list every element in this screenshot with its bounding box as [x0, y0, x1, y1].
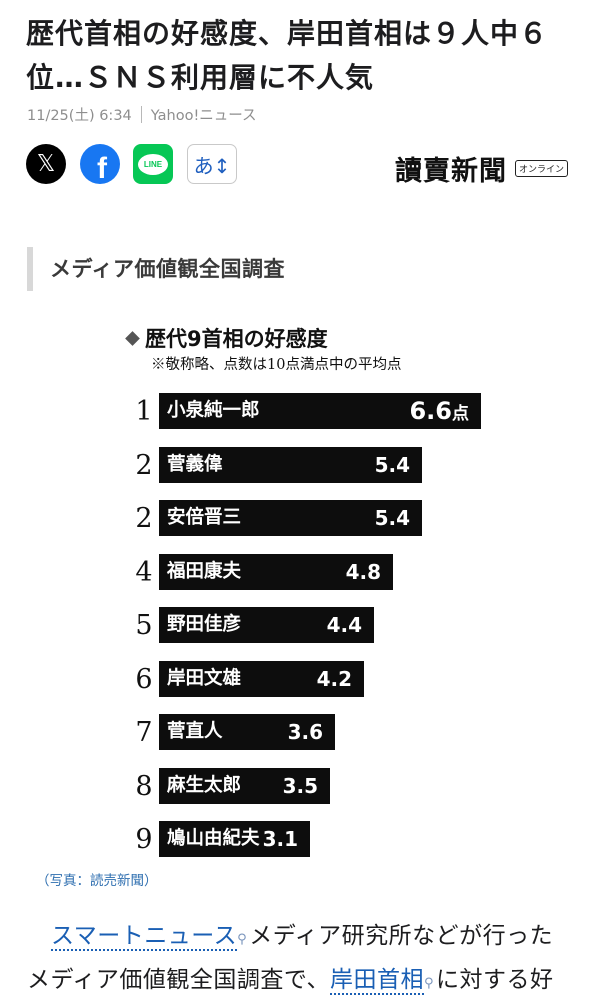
publisher-tag: オンライン [515, 160, 569, 177]
chart-bar: 菅義偉 5.4 [159, 446, 422, 483]
rank-label: 6 [135, 663, 153, 695]
bar-value: 5.4 [374, 506, 410, 530]
font-size-button[interactable]: あ↕ [187, 144, 237, 184]
bar-value: 5.4 [374, 452, 410, 477]
chart-bar: 鳩山由紀夫 3.1 [159, 821, 310, 857]
rank-label: 5 [135, 610, 153, 641]
body-text-3: に対する好 [436, 967, 554, 993]
chart-title: 歴代9首相の好感度 [125, 323, 328, 353]
facebook-share-button[interactable]: f [80, 144, 120, 184]
line-share-button[interactable]: LINE [133, 144, 173, 184]
bar-value: 4.4 [326, 613, 362, 637]
rank-label: 2 [135, 449, 153, 481]
chart-bar: 福田康夫 4.8 [159, 553, 393, 590]
chart-bar: 野田佳彦 4.4 [159, 607, 374, 643]
publisher-name: 讀賣新聞 [395, 156, 507, 187]
search-icon: ⚲ [237, 932, 248, 947]
font-size-icon: あ↕ [193, 153, 231, 178]
rank-label: 8 [135, 770, 153, 802]
body-text-2: メディア価値観全国調査で、 [27, 967, 330, 993]
x-icon: 𝕏 [36, 151, 56, 177]
chart-row: 1 小泉純一郎 6.6点 [118, 393, 487, 431]
bar-name: 菅直人 [167, 721, 223, 742]
chart-row: 6 岸田文雄 4.2 [118, 660, 487, 699]
chart-row: 8 麻生太郎 3.5 [118, 767, 487, 806]
article-title: 歴代首相の好感度、岸田首相は９人中６位…ＳＮＳ利用層に不人気 [26, 17, 549, 94]
section-heading: メディア価値観全国調査 [27, 247, 285, 291]
search-icon: ⚲ [423, 976, 435, 991]
rank-label: 2 [135, 503, 153, 534]
bar-name: 岸田文雄 [167, 667, 242, 689]
link-kishida[interactable]: 岸田首相 [329, 967, 424, 995]
chart-bar: 岸田文雄 4.2 [159, 660, 364, 697]
chart-row: 2 安倍晋三 5.4 [118, 500, 487, 538]
bar-name: 麻生太郎 [167, 774, 242, 796]
bar-name: 菅義偉 [167, 453, 223, 475]
chart-row: 5 野田佳彦 4.4 [118, 607, 487, 645]
chart-note: ※敬称略、点数は10点満点中の平均点 [151, 357, 402, 373]
bar-value: 3.5 [282, 773, 318, 798]
popularity-chart: 歴代9首相の好感度 ※敬称略、点数は10点満点中の平均点 1 小泉純一郎 6.6点 2… [118, 313, 487, 857]
publisher-logo: 讀賣新聞 オンライン [395, 149, 569, 188]
bar-unit: 点 [452, 404, 469, 424]
rank-label: 1 [135, 396, 153, 427]
rank-label: 7 [135, 717, 153, 748]
line-icon: LINE [138, 153, 168, 175]
bar-value: 6.6点 [409, 397, 469, 425]
article-meta: 11/25(土) 6:34 Yahoo!ニュース [27, 104, 257, 125]
photo-caption: （写真：読売新聞） [36, 873, 158, 889]
chart-bar: 麻生太郎 3.5 [159, 767, 330, 804]
bar-name: 鳩山由紀夫 [167, 828, 260, 849]
rank-label: 4 [135, 556, 153, 588]
chart-bar: 小泉純一郎 6.6点 [159, 393, 481, 429]
article-source: Yahoo!ニュース [150, 108, 257, 124]
line-icon-label: LINE [143, 159, 163, 169]
chart-row: 2 菅義偉 5.4 [118, 446, 487, 485]
bar-value: 3.6 [287, 720, 323, 744]
article-date: 11/25(土) 6:34 [27, 108, 132, 124]
chart-row: 7 菅直人 3.6 [118, 714, 487, 752]
bar-name: 野田佳彦 [167, 614, 242, 635]
link-smartnews[interactable]: スマートニュース [51, 923, 238, 951]
facebook-icon: f [97, 152, 107, 184]
chart-bar: 安倍晋三 5.4 [159, 500, 422, 536]
bar-name: 安倍晋三 [167, 507, 242, 528]
bar-value: 4.2 [316, 666, 352, 691]
bar-value: 3.1 [262, 827, 298, 851]
x-share-button[interactable]: 𝕏 [26, 144, 66, 184]
share-bar: 𝕏 f LINE あ↕ [0, 144, 612, 184]
chart-row: 9 鳩山由紀夫 3.1 [118, 821, 487, 859]
meta-divider [140, 106, 142, 123]
chart-title-text: 歴代9首相の好感度 [145, 327, 328, 351]
bar-name: 小泉純一郎 [167, 400, 260, 421]
bar-name: 福田康夫 [167, 560, 242, 582]
article-body: スマートニュース⚲メディア研究所などが行った メディア価値観全国調査で、岸田首相… [27, 916, 593, 1004]
chart-bar: 菅直人 3.6 [159, 714, 335, 750]
chart-row: 4 福田康夫 4.8 [118, 553, 487, 592]
cube-icon [125, 330, 140, 346]
bar-value: 4.8 [345, 559, 381, 584]
rank-label: 9 [135, 824, 153, 855]
body-text-1: メディア研究所などが行った [249, 923, 554, 949]
